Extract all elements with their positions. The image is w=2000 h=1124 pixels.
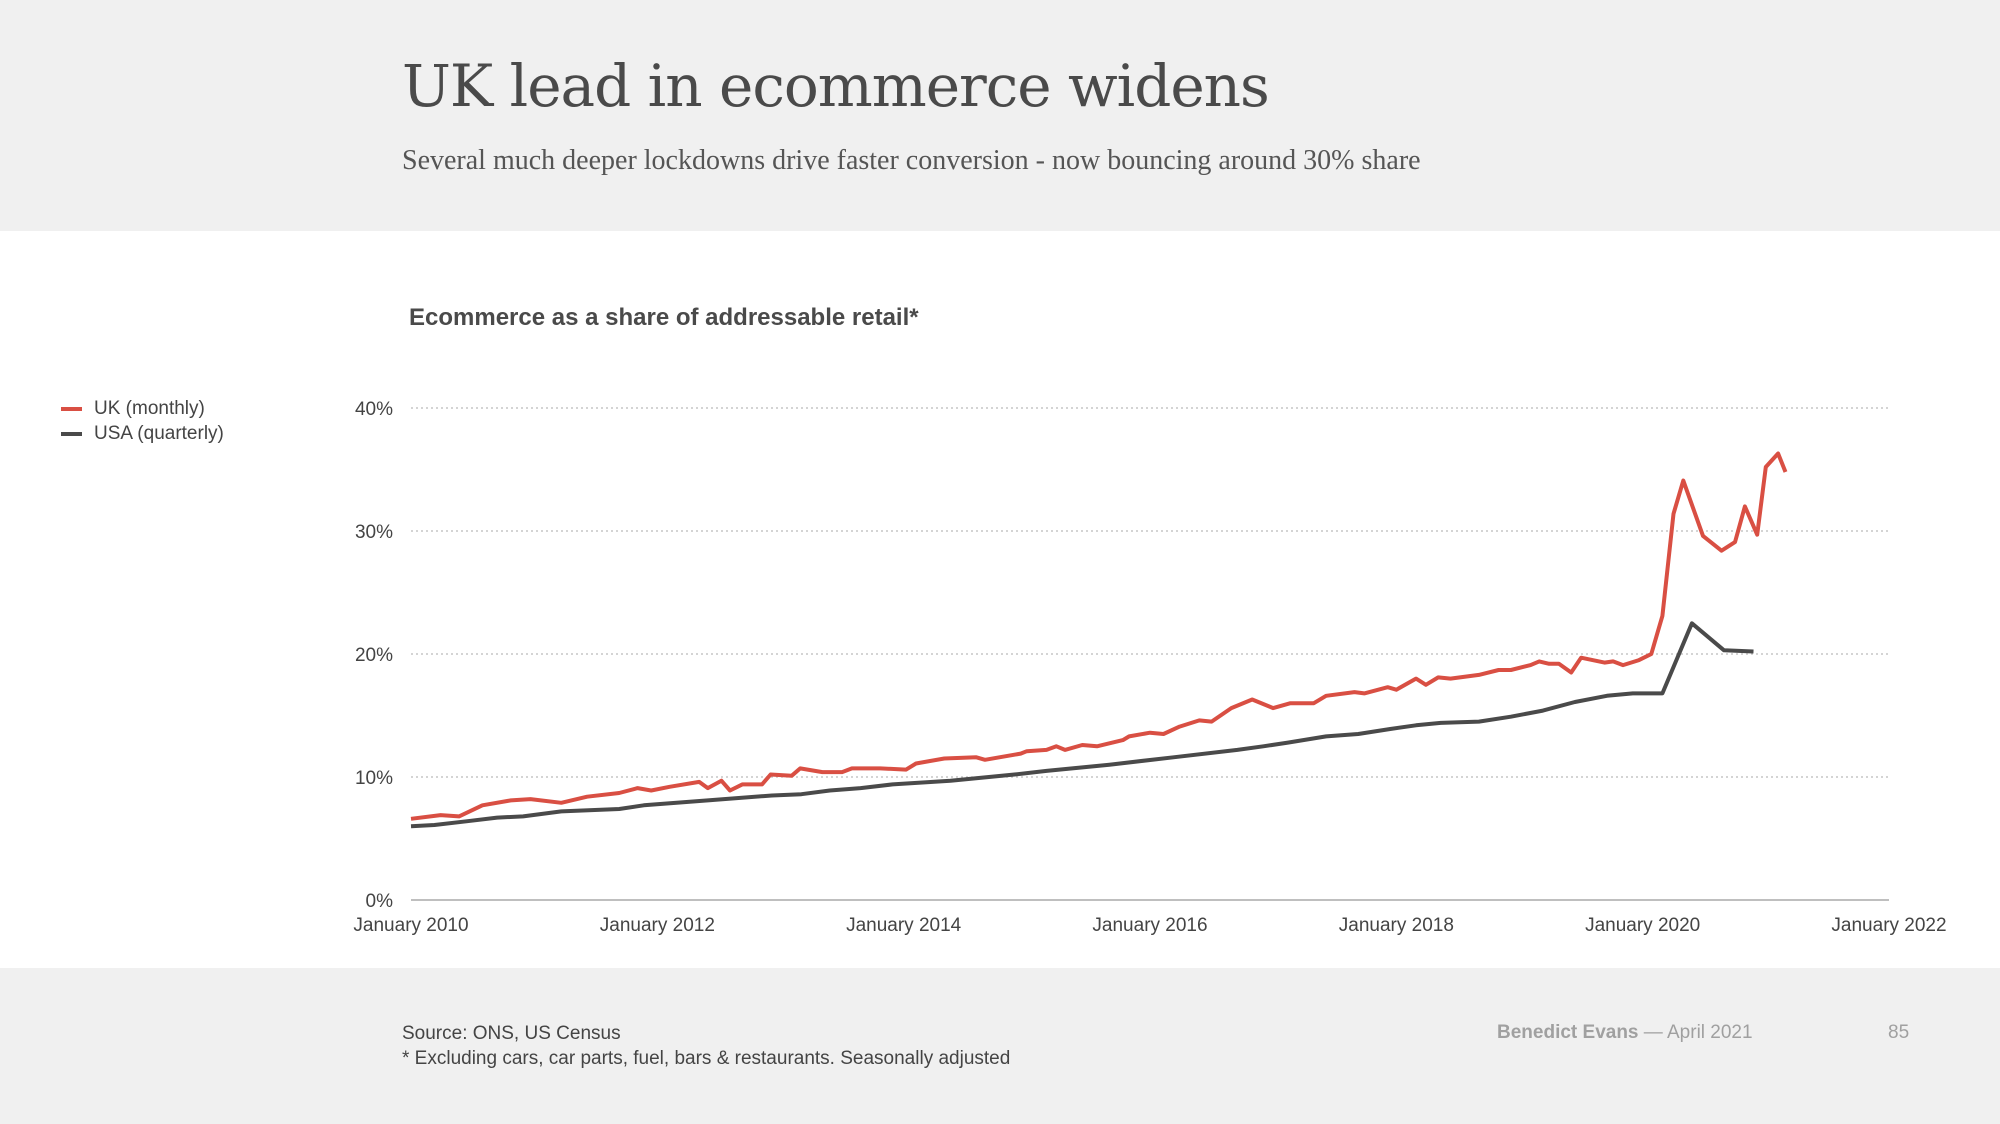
author-name: Benedict Evans [1497,1022,1639,1043]
header-band: UK lead in ecommerce widens Several much… [0,0,2000,231]
usa-series-line [410,621,1754,829]
x-tick-label: January 2010 [353,915,468,936]
footnote-text: * Excluding cars, car parts, fuel, bars … [402,1048,1011,1069]
credit-date: — April 2021 [1643,1022,1753,1043]
y-tick-label: 20% [355,645,393,666]
y-tick-label: 40% [355,399,393,420]
source-text: Source: ONS, US Census [402,1023,621,1044]
source-note: Source: ONS, US Census * Excluding cars,… [402,1021,1010,1071]
x-tick-label: January 2016 [1092,915,1207,936]
chart-legend: UK (monthly) USA (quarterly) [61,396,224,446]
legend-swatch-uk [61,406,82,411]
y-tick-label: 0% [366,891,394,912]
legend-item-usa: USA (quarterly) [61,421,224,446]
legend-item-uk: UK (monthly) [61,396,224,421]
page-subtitle: Several much deeper lockdowns drive fast… [402,145,1421,176]
x-tick-label: January 2012 [600,915,715,936]
x-tick-label: January 2020 [1585,915,1700,936]
page-title: UK lead in ecommerce widens [402,52,1270,120]
uk-series-line [410,451,1788,821]
x-tick-label: January 2018 [1339,915,1454,936]
footer-band [0,968,2000,1124]
x-tick-label: January 2022 [1831,915,1946,936]
y-tick-label: 10% [355,768,393,789]
legend-label-uk: UK (monthly) [94,397,205,419]
x-tick-label: January 2014 [846,915,962,936]
y-tick-label: 30% [355,522,393,543]
author-credit: Benedict Evans — April 2021 [1497,1022,1753,1044]
chart-title: Ecommerce as a share of addressable reta… [409,304,919,331]
legend-label-usa: USA (quarterly) [94,422,224,444]
page-number: 85 [1888,1022,1910,1043]
legend-swatch-usa [61,431,82,436]
